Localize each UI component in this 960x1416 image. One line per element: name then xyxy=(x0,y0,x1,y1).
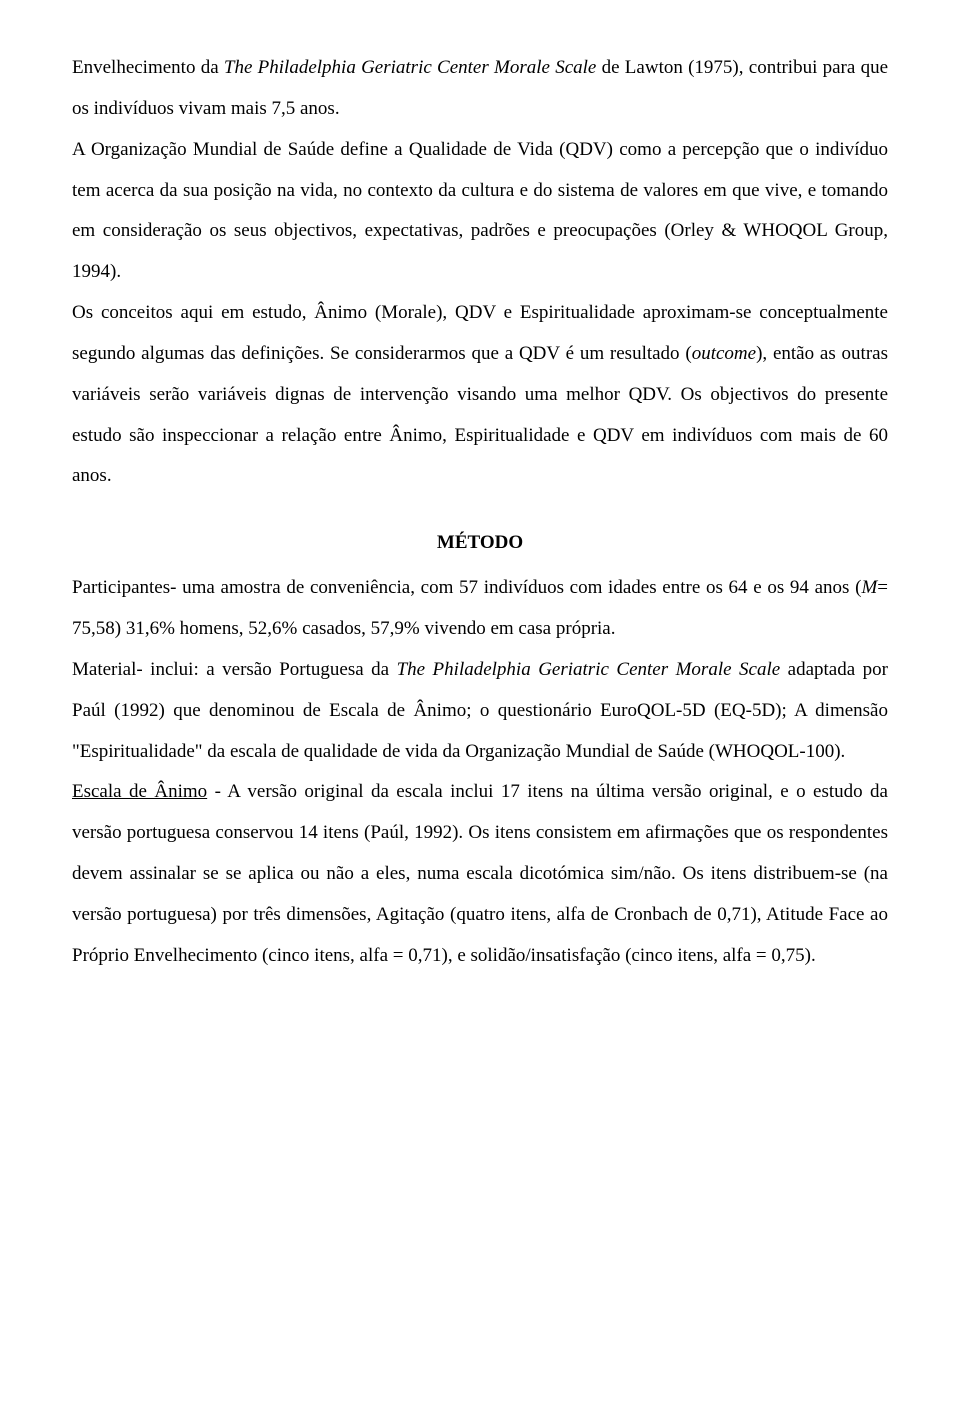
paragraph-2: A Organização Mundial de Saúde define a … xyxy=(72,130,888,293)
p6-underline: Escala de Ânimo xyxy=(72,781,207,802)
paragraph-1: Envelhecimento da The Philadelphia Geria… xyxy=(72,48,888,130)
p4-a: Participantes- uma amostra de conveniênc… xyxy=(72,577,861,598)
p4-italic-1: M xyxy=(861,577,877,598)
p5-a: Material- inclui: a versão Portuguesa da xyxy=(72,659,397,680)
page-body: Envelhecimento da The Philadelphia Geria… xyxy=(72,48,888,977)
paragraph-5: Material- inclui: a versão Portuguesa da… xyxy=(72,650,888,773)
p3-italic-1: outcome xyxy=(692,343,756,364)
p6-a: - A versão original da escala inclui 17 … xyxy=(72,781,888,965)
p1-pre: Envelhecimento da xyxy=(72,57,224,78)
paragraph-6: Escala de Ânimo - A versão original da e… xyxy=(72,772,888,976)
section-heading-metodo: MÉTODO xyxy=(72,523,888,564)
p1-italic: The Philadelphia Geriatric Center Morale… xyxy=(224,57,596,78)
paragraph-4: Participantes- uma amostra de conveniênc… xyxy=(72,568,888,650)
paragraph-3: Os conceitos aqui em estudo, Ânimo (Mora… xyxy=(72,293,888,497)
p5-italic-1: The Philadelphia Geriatric Center Morale… xyxy=(397,659,781,680)
p3-b: ), então as outras variáveis serão variá… xyxy=(72,343,888,487)
